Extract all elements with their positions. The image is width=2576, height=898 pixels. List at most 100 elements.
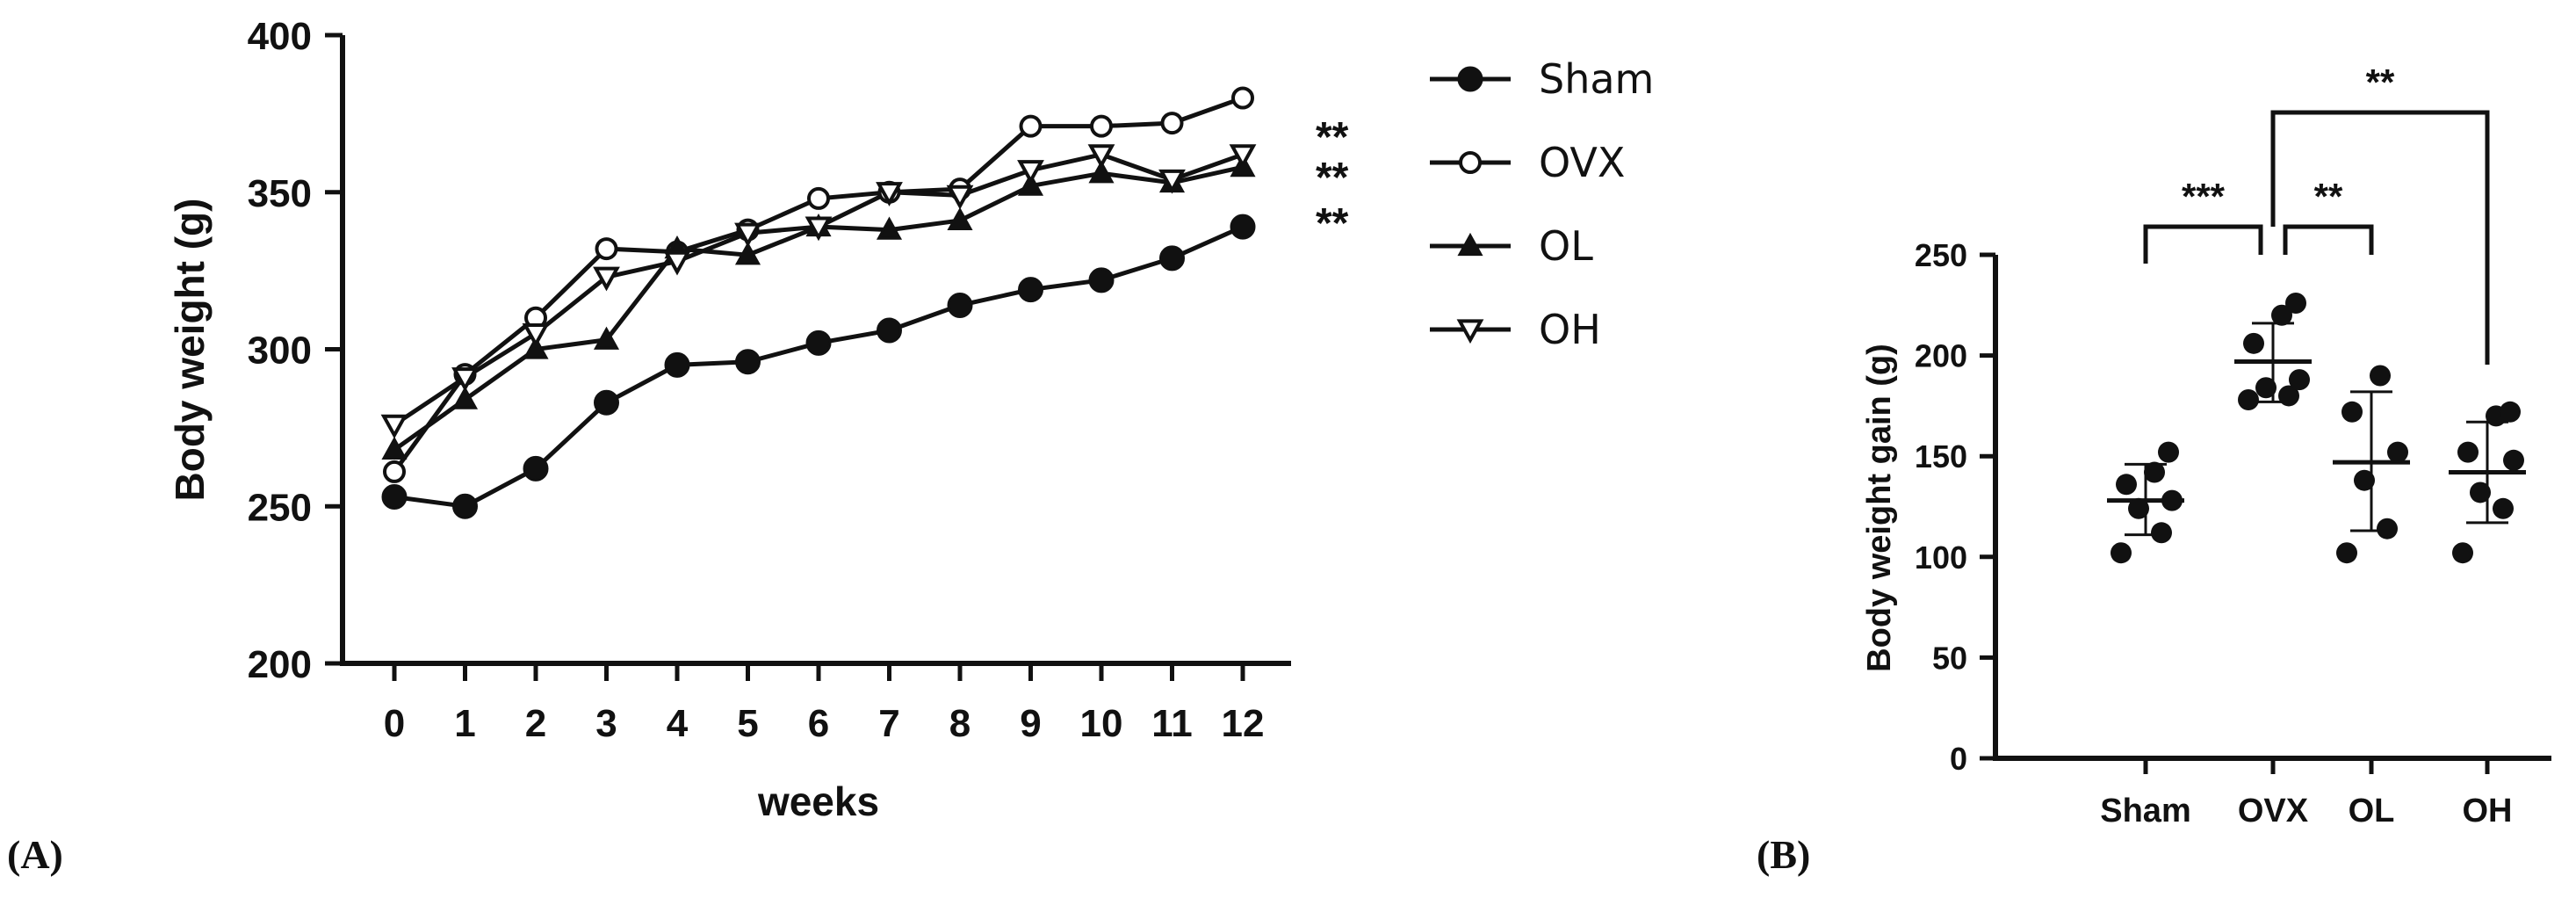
data-point-ovx — [2289, 369, 2310, 391]
data-point-sham — [2151, 522, 2172, 544]
data-point-sham — [523, 455, 549, 482]
panel-b-y-tick-label: 0 — [1950, 741, 1967, 777]
series-line-sham — [393, 224, 1245, 509]
panel-b-comparisons: *** **** — [2143, 62, 2490, 365]
panel-a-x-tick-label: 12 — [1222, 702, 1265, 745]
panel-a-y-tick-label: 350 — [248, 172, 312, 215]
panel-a-x-tick-label: 3 — [595, 702, 617, 745]
legend-marker-sham — [1457, 66, 1483, 92]
data-point-ovx — [2243, 332, 2264, 354]
data-point-sham — [2128, 497, 2149, 519]
panel-a-significance: ****** — [1316, 114, 1349, 247]
panel-b-x-tick-label: OL — [2349, 793, 2395, 829]
comparison-label: *** — [2182, 176, 2226, 217]
comparison-bracket — [2270, 110, 2490, 365]
panel-a-y-ticks: 200 250 300 350 400 — [248, 15, 343, 686]
panel-b-y-tick-label: 200 — [1915, 338, 1967, 374]
significance-mark: ** — [1316, 155, 1349, 201]
data-point-sham — [594, 389, 619, 416]
legend-marker-ol — [1457, 232, 1483, 257]
data-point-ovx — [807, 186, 830, 210]
data-point-ovx — [2278, 385, 2299, 407]
data-point-sham — [805, 330, 832, 356]
data-point-ovx — [2238, 389, 2259, 411]
panel-a-x-tick-label: 2 — [525, 702, 546, 745]
panel-a-y-tick-label: 400 — [248, 15, 312, 58]
data-point-oh — [663, 250, 691, 276]
data-point-sham — [381, 484, 408, 511]
data-point-ol — [451, 386, 479, 409]
data-point-oh — [522, 323, 550, 348]
panel-a-x-tick-label: 1 — [454, 702, 475, 745]
panel-a-y-tick-label: 200 — [248, 643, 312, 686]
data-point-oh — [2493, 497, 2514, 519]
panel-b-y-ticks: 0 50 100 150 200 250 — [1915, 237, 1995, 777]
data-point-ovx — [595, 237, 618, 261]
data-point-ol — [1088, 160, 1115, 184]
legend-label-oh: OH — [1539, 306, 1601, 353]
data-point-oh — [593, 266, 620, 292]
data-point-ovx — [1160, 112, 1184, 135]
data-point-ol — [381, 436, 408, 460]
data-point-sham — [2158, 441, 2179, 463]
data-point-ovx — [2255, 377, 2277, 399]
data-point-oh — [2500, 401, 2521, 423]
data-point-oh — [451, 367, 479, 392]
data-point-ol — [876, 216, 903, 240]
panel-label-a: (A) — [7, 832, 63, 877]
panel-a-series — [380, 86, 1257, 519]
data-point-ovx — [2271, 304, 2292, 326]
panel-a-x-tick-label: 9 — [1020, 702, 1041, 745]
data-point-ol — [2354, 469, 2375, 491]
panel-a-y-tick-label: 300 — [248, 330, 312, 373]
panel-a-x-ticks: 0 1 2 3 4 5 6 7 8 9 10 11 12 — [384, 663, 1265, 745]
legend: Sham OVX OL OH — [1430, 55, 1654, 353]
panel-a-x-tick-label: 7 — [878, 702, 899, 745]
data-point-sham — [2116, 474, 2137, 496]
data-point-sham — [2111, 542, 2132, 564]
comparison-label: ** — [2366, 62, 2395, 103]
data-point-sham — [1088, 267, 1115, 293]
data-point-ol — [523, 336, 549, 359]
data-point-ol — [2387, 441, 2408, 463]
data-point-oh — [2470, 482, 2491, 503]
data-point-ol — [2341, 401, 2363, 423]
data-point-sham — [1159, 245, 1185, 272]
panel-b-y-tick-label: 250 — [1915, 237, 1967, 273]
comparison-label: ** — [2314, 176, 2343, 217]
legend-label-ol: OL — [1539, 222, 1593, 270]
panel-a-y-tick-label: 250 — [248, 486, 312, 529]
data-point-ol — [734, 242, 761, 265]
panel-label-b: (B) — [1757, 832, 1810, 877]
data-point-ol — [2377, 518, 2398, 540]
data-point-sham — [735, 349, 761, 375]
panel-a-x-tick-label: 8 — [949, 702, 971, 745]
data-point-sham — [664, 351, 690, 378]
significance-mark: ** — [1316, 200, 1349, 247]
comparison-bracket — [2143, 224, 2263, 264]
data-point-ol — [2336, 542, 2357, 564]
data-point-ovx — [383, 460, 406, 483]
data-point-ol — [947, 206, 973, 231]
data-point-ol — [1017, 172, 1044, 196]
data-point-ovx — [1019, 114, 1043, 138]
data-point-sham — [2161, 489, 2183, 511]
panel-a-x-tick-label: 0 — [384, 702, 405, 745]
data-point-ol — [2370, 365, 2391, 387]
data-point-ovx — [1090, 114, 1113, 138]
panel-a-x-tick-label: 6 — [808, 702, 829, 745]
data-point-ol — [593, 326, 620, 350]
panel-a-x-tick-label: 10 — [1080, 702, 1123, 745]
comparison-bracket — [2283, 224, 2374, 255]
data-point-oh — [1017, 160, 1044, 185]
legend-marker-oh — [1456, 319, 1484, 344]
legend-label-ovx: OVX — [1539, 139, 1625, 186]
panel-a-y-axis-title: Body weight (g) — [167, 199, 213, 502]
panel-a-x-tick-label: 4 — [667, 702, 689, 745]
data-point-oh — [1087, 144, 1115, 169]
data-point-oh — [2503, 449, 2524, 471]
panel-b-x-ticks: Sham OVX OL OH — [2100, 758, 2513, 829]
panel-b-y-tick-label: 150 — [1915, 438, 1967, 474]
panel-b-y-tick-label: 50 — [1932, 640, 1967, 676]
